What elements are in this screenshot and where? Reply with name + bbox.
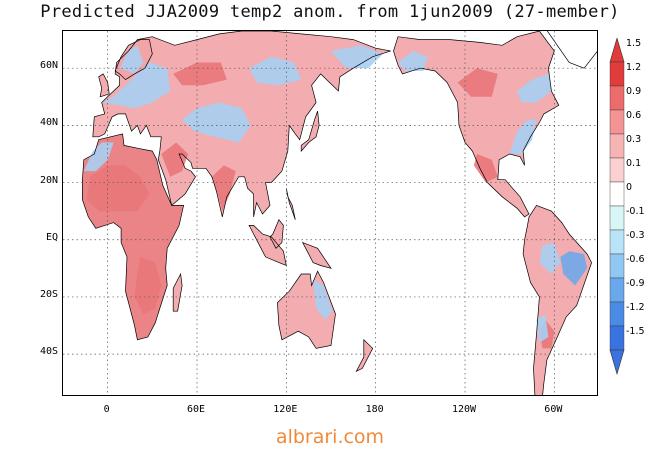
colorbar-swatch-10 bbox=[609, 301, 625, 327]
colorbar-swatch-5 bbox=[609, 181, 625, 207]
lat-label-20N: 20N bbox=[39, 174, 58, 186]
land-philippines-coastline bbox=[285, 188, 296, 220]
hot-canada-west bbox=[457, 68, 498, 97]
colorbar-label: -0.9 bbox=[626, 278, 645, 289]
lon-label-120W: 120W bbox=[451, 404, 477, 415]
land-indonesia bbox=[249, 225, 287, 266]
colorbar-swatch-4 bbox=[609, 157, 625, 183]
colorbar-label: 0.1 bbox=[626, 158, 642, 169]
cool-east-us bbox=[509, 119, 537, 154]
colorbar-label: -0.6 bbox=[626, 254, 645, 265]
land-madagascar bbox=[173, 274, 183, 312]
colorbar-swatch-11 bbox=[609, 325, 625, 351]
colorbar bbox=[609, 38, 625, 376]
cool-northwest-africa bbox=[83, 142, 114, 172]
land-greenland bbox=[547, 31, 597, 69]
lon-label-180: 180 bbox=[365, 404, 384, 415]
lon-label-120E: 120E bbox=[273, 404, 298, 415]
cool-amazon bbox=[539, 242, 561, 274]
cool-siberia bbox=[249, 56, 302, 86]
map-title: Predicted JJA2009 temp2 anom. from 1jun2… bbox=[40, 2, 620, 22]
land-japan bbox=[301, 111, 320, 152]
colorbar-bottom-arrow bbox=[609, 349, 625, 376]
land-africa-coastline bbox=[82, 133, 185, 341]
land-north-america-coastline bbox=[393, 31, 560, 218]
colorbar-swatch-0 bbox=[609, 61, 625, 87]
cool-alaska bbox=[398, 51, 428, 71]
land-greenland-coastline bbox=[546, 31, 597, 69]
land-madagascar-coastline bbox=[172, 272, 183, 312]
land-eurasia-coastline bbox=[92, 31, 391, 217]
colorbar-label: -1.5 bbox=[626, 326, 645, 337]
land-indonesia-coastline bbox=[248, 225, 287, 267]
land-layer bbox=[82, 31, 597, 395]
lon-label-0: 0 bbox=[103, 404, 110, 415]
colorbar-swatch-9 bbox=[609, 277, 625, 303]
hot-mideast bbox=[161, 142, 189, 177]
colorbar-label: 0 bbox=[626, 182, 633, 193]
lat-label-20S: 20S bbox=[39, 288, 58, 300]
graticule bbox=[63, 31, 597, 395]
land-japan-coastline bbox=[300, 110, 320, 153]
cool-australia bbox=[313, 279, 333, 320]
cool-central-asia bbox=[182, 102, 251, 143]
colorbar-swatch-1 bbox=[609, 85, 625, 111]
land-borneo-coastline bbox=[269, 219, 284, 249]
hot-sahara bbox=[86, 165, 150, 212]
lon-label-60E: 60E bbox=[186, 404, 206, 415]
hot-southern-africa bbox=[134, 256, 162, 315]
land-philippines bbox=[286, 188, 296, 220]
colorbar-label: -1.2 bbox=[626, 302, 645, 313]
land-borneo bbox=[270, 219, 284, 249]
land-newguinea-coastline bbox=[301, 241, 332, 269]
hot-mexico bbox=[473, 154, 498, 183]
lat-label-40N: 40N bbox=[39, 117, 58, 129]
cool-scand bbox=[119, 45, 144, 74]
map-frame bbox=[62, 30, 598, 396]
lat-label-60N: 60N bbox=[39, 60, 58, 72]
colorbar-label: -0.3 bbox=[626, 230, 645, 241]
lat-label-EQ: EQ bbox=[45, 231, 58, 243]
anomaly-map bbox=[63, 31, 597, 395]
land-north-america bbox=[393, 31, 559, 217]
cool-canada bbox=[517, 73, 552, 103]
colorbar-label: 0.9 bbox=[626, 86, 642, 97]
colorbar-label: -0.1 bbox=[626, 206, 645, 217]
land-uk-coastline bbox=[98, 73, 110, 98]
cool-europe bbox=[101, 62, 171, 109]
colorbar-swatch-7 bbox=[609, 229, 625, 255]
lon-label-60W: 60W bbox=[544, 404, 563, 415]
cool-east-siberia bbox=[331, 45, 384, 69]
colorbar-label: 1.5 bbox=[626, 38, 642, 49]
colorbar-swatch-2 bbox=[609, 109, 625, 135]
land-scandinavia-coastline bbox=[114, 39, 153, 81]
cool-patagonia bbox=[536, 314, 549, 343]
land-south-america-coastline bbox=[522, 204, 592, 395]
hot-india bbox=[211, 165, 236, 212]
watermark: albrari.com bbox=[275, 426, 385, 448]
lat-label-40S: 40S bbox=[39, 346, 58, 358]
cool-brazil bbox=[560, 251, 588, 286]
colorbar-label: 0.3 bbox=[626, 134, 642, 145]
hot-russia bbox=[173, 62, 227, 86]
colorbar-swatch-6 bbox=[609, 205, 625, 231]
land-new-zealand-coastline bbox=[355, 338, 374, 373]
land-australia-coastline bbox=[277, 270, 336, 349]
colorbar-swatch-8 bbox=[609, 253, 625, 279]
land-new-zealand bbox=[356, 339, 373, 372]
colorbar-top-arrow bbox=[609, 38, 625, 63]
land-newguinea bbox=[302, 242, 331, 269]
colorbar-swatch-3 bbox=[609, 133, 625, 159]
colorbar-label: 1.2 bbox=[626, 62, 642, 73]
colorbar-label: 0.6 bbox=[626, 110, 642, 121]
